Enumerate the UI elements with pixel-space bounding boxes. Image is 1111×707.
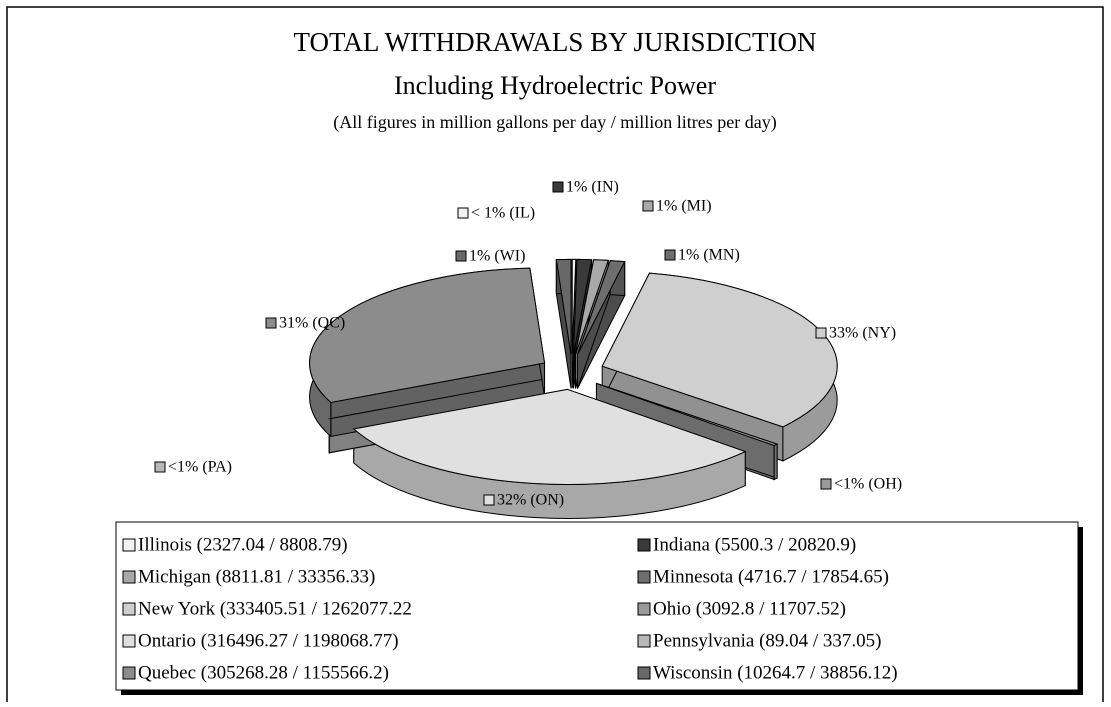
label-swatch xyxy=(458,208,468,218)
data-label: 1% (MI) xyxy=(656,198,712,215)
legend-label: Michigan (8811.81 / 33356.33) xyxy=(138,566,375,587)
legend-label: Ohio (3092.8 / 11707.52) xyxy=(653,598,846,619)
legend-swatch xyxy=(638,603,650,615)
data-label: <1% (PA) xyxy=(168,459,232,476)
legend-label: Illinois (2327.04 / 8808.79) xyxy=(138,534,348,555)
label-swatch xyxy=(456,251,466,261)
label-swatch xyxy=(643,201,653,211)
legend-swatch xyxy=(123,667,135,679)
legend-swatch xyxy=(638,539,650,551)
legend-swatch xyxy=(638,667,650,679)
legend-label: Indiana (5500.3 / 20820.9) xyxy=(653,534,856,555)
data-label: 1% (IN) xyxy=(566,179,619,196)
legend-label: Wisconsin (10264.7 / 38856.12) xyxy=(653,662,898,683)
data-label: 33% (NY) xyxy=(829,325,896,342)
legend-label: Minnesota (4716.7 / 17854.65) xyxy=(653,566,889,587)
chart-title: TOTAL WITHDRAWALS BY JURISDICTION xyxy=(294,27,817,57)
label-swatch xyxy=(816,328,826,338)
legend-label: New York (333405.51 / 1262077.22 xyxy=(138,598,412,619)
legend-label: Quebec (305268.28 / 1155566.2) xyxy=(138,662,389,683)
legend-swatch xyxy=(638,571,650,583)
legend-swatch xyxy=(123,539,135,551)
label-swatch xyxy=(665,250,675,260)
data-label: < 1% (IL) xyxy=(471,205,535,222)
legend-swatch xyxy=(123,571,135,583)
legend-swatch xyxy=(638,635,650,647)
label-swatch xyxy=(266,318,276,328)
legend-label: Ontario (316496.27 / 1198068.77) xyxy=(138,630,399,651)
data-label: 31% (QC) xyxy=(279,315,345,332)
pie xyxy=(310,259,838,518)
label-swatch xyxy=(821,479,831,489)
label-swatch xyxy=(553,182,563,192)
legend-swatch xyxy=(123,603,135,615)
label-swatch xyxy=(155,462,165,472)
label-swatch xyxy=(484,495,494,505)
data-label: 1% (WI) xyxy=(469,248,525,265)
data-label: <1% (OH) xyxy=(834,476,902,493)
slice-wall xyxy=(774,444,777,479)
data-label: 1% (MN) xyxy=(678,247,740,264)
data-label: 32% (ON) xyxy=(497,492,564,509)
chart-note: (All figures in million gallons per day … xyxy=(333,112,776,133)
legend-label: Pennsylvania (89.04 / 337.05) xyxy=(653,630,882,651)
chart-subtitle: Including Hydroelectric Power xyxy=(394,71,716,100)
legend-swatch xyxy=(123,635,135,647)
